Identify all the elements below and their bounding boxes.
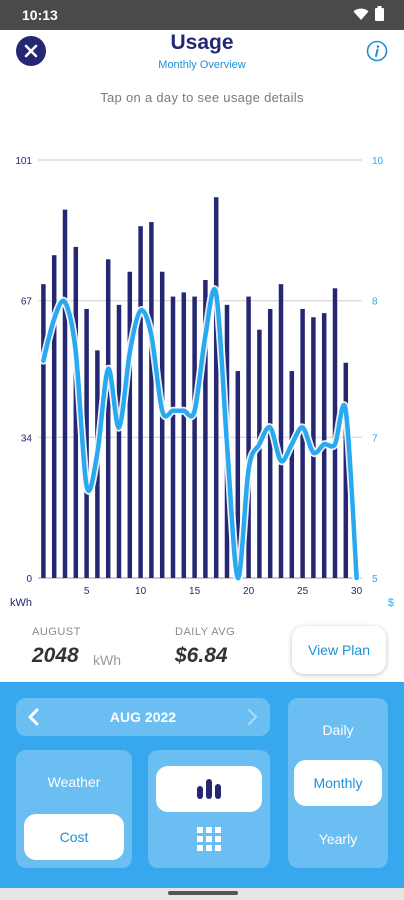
close-button[interactable] [16,36,46,66]
view-plan-button[interactable]: View Plan [292,626,386,674]
usage-bar[interactable] [105,259,111,578]
metric-toggle: Weather Cost [16,750,132,868]
wifi-icon [353,8,369,20]
usage-bar[interactable] [127,271,133,578]
usage-bar[interactable] [192,296,197,578]
cost-line [41,287,359,581]
usage-bar[interactable] [235,371,241,578]
x-axis-tick: 25 [297,586,309,597]
system-nav-bar [0,888,404,900]
right-axis-label: $ [388,597,394,609]
bar-chart-icon [197,779,221,799]
usage-bar[interactable] [278,284,284,578]
usage-bar[interactable] [300,308,305,578]
cost-toggle[interactable]: Cost [24,814,124,860]
right-axis-tick: 7 [372,433,378,444]
battery-icon [375,6,384,21]
info-icon[interactable] [366,40,388,62]
left-axis-tick: 0 [26,574,32,585]
period-yearly[interactable]: Yearly [318,831,358,847]
view-toggle [148,750,270,868]
usage-bar[interactable] [138,226,143,578]
close-icon [24,44,38,58]
weather-toggle[interactable]: Weather [47,774,101,790]
usage-bar[interactable] [181,292,187,578]
header: Usage Monthly Overview [0,30,404,74]
usage-bar[interactable] [257,329,262,578]
hint-text: Tap on a day to see usage details [100,90,304,105]
period-monthly[interactable]: Monthly [294,760,382,806]
x-axis-tick: 30 [351,586,363,597]
left-axis-tick: 101 [15,156,32,167]
month-total-unit: kWh [93,652,121,668]
grid-icon[interactable] [196,826,222,852]
usage-chart-svg[interactable]: 0 5 34 7 67 8 101 10 5 10 15 20 25 30 kWh $ [0,148,404,618]
daily-avg-label: DAILY AVG [175,626,236,638]
usage-bar[interactable] [343,362,349,578]
usage-bar[interactable] [213,197,219,578]
month-total-label: AUGUST [32,626,81,638]
usage-bar[interactable] [149,222,154,578]
period-toggle: Daily Monthly Yearly [288,698,388,868]
controls-panel: AUG 2022 Weather Cost Daily Monthly Year… [0,682,404,888]
month-label: AUG 2022 [109,709,177,725]
usage-bar[interactable] [170,296,176,578]
right-axis-tick: 8 [372,297,378,308]
x-axis-tick: 15 [189,586,201,597]
usage-bar[interactable] [203,280,208,578]
right-axis-tick: 10 [372,156,384,167]
chevron-left-icon[interactable] [24,706,44,728]
bar-view-button[interactable] [156,766,262,812]
page-subtitle: Monthly Overview [158,59,246,71]
usage-bar[interactable] [84,308,89,578]
usage-bar[interactable] [159,271,165,578]
x-axis-tick: 20 [243,586,255,597]
left-axis-tick: 34 [21,433,33,444]
month-selector: AUG 2022 [16,698,270,736]
usage-bar[interactable] [267,308,273,578]
usage-chart[interactable]: 0 5 34 7 67 8 101 10 5 10 15 20 25 30 kWh $ [0,148,404,618]
page-title: Usage [170,31,234,54]
usage-bar[interactable] [289,371,295,578]
month-total-value: 2048 [32,644,79,667]
home-handle[interactable] [168,891,238,895]
status-icons [353,6,384,21]
usage-bar[interactable] [41,284,46,578]
usage-bar[interactable] [62,209,68,578]
usage-bar[interactable] [116,304,122,578]
x-axis-tick: 5 [84,586,90,597]
usage-bar[interactable] [51,255,57,578]
right-axis-tick: 5 [372,574,378,585]
period-daily[interactable]: Daily [322,722,354,738]
status-bar: 10:13 [0,0,404,30]
chevron-right-icon[interactable] [242,706,262,728]
x-axis-tick: 10 [135,586,147,597]
left-axis-tick: 67 [21,297,33,308]
cost-line-outline [39,285,361,583]
summary: AUGUST 2048 kWh DAILY AVG $6.84 View Pla… [0,618,404,682]
daily-avg-value: $6.84 [175,644,228,667]
left-axis-label: kWh [10,597,32,609]
usage-bar[interactable] [246,296,251,578]
status-time: 10:13 [22,7,58,23]
usage-bar[interactable] [73,246,79,578]
